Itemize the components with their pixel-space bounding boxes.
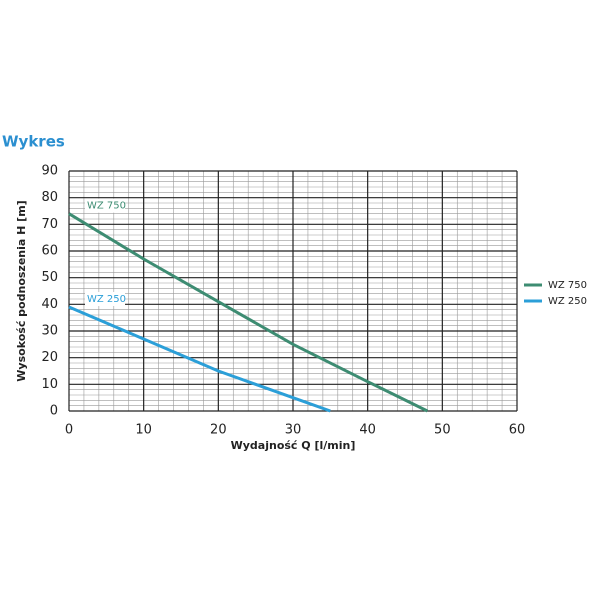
legend-label: WZ 250 (548, 296, 587, 307)
y-tick-label: 40 (41, 297, 58, 312)
inline-label-bg (85, 198, 125, 213)
x-tick-label: 10 (135, 423, 152, 438)
x-tick-label: 20 (210, 423, 227, 438)
y-tick-label: 20 (41, 350, 58, 365)
y-tick-label: 80 (41, 190, 58, 205)
x-tick-label: 60 (509, 423, 526, 438)
inline-label-bg (85, 292, 125, 306)
y-tick-label: 10 (41, 377, 58, 392)
y-tick-label: 90 (41, 164, 58, 179)
chart-title: Wykres (2, 133, 65, 151)
y-tick-label: 70 (41, 217, 58, 232)
y-tick-label: 30 (41, 324, 58, 339)
inline-label: WZ 750 (87, 201, 126, 212)
x-tick-label: 0 (65, 423, 73, 438)
y-axis-label: Wysokość podnoszenia H [m] (15, 200, 28, 381)
x-tick-label: 30 (285, 423, 302, 438)
y-tick-label: 0 (50, 404, 58, 419)
series-line (68, 305, 331, 413)
y-tick-label: 50 (41, 270, 58, 285)
x-tick-label: 50 (434, 423, 451, 438)
legend-label: WZ 750 (548, 280, 587, 291)
x-axis-label: Wydajność Q [l/min] (231, 439, 356, 452)
x-tick-label: 40 (359, 423, 376, 438)
series-line (68, 212, 429, 413)
inline-label: WZ 250 (87, 294, 126, 305)
y-tick-label: 60 (41, 244, 58, 259)
